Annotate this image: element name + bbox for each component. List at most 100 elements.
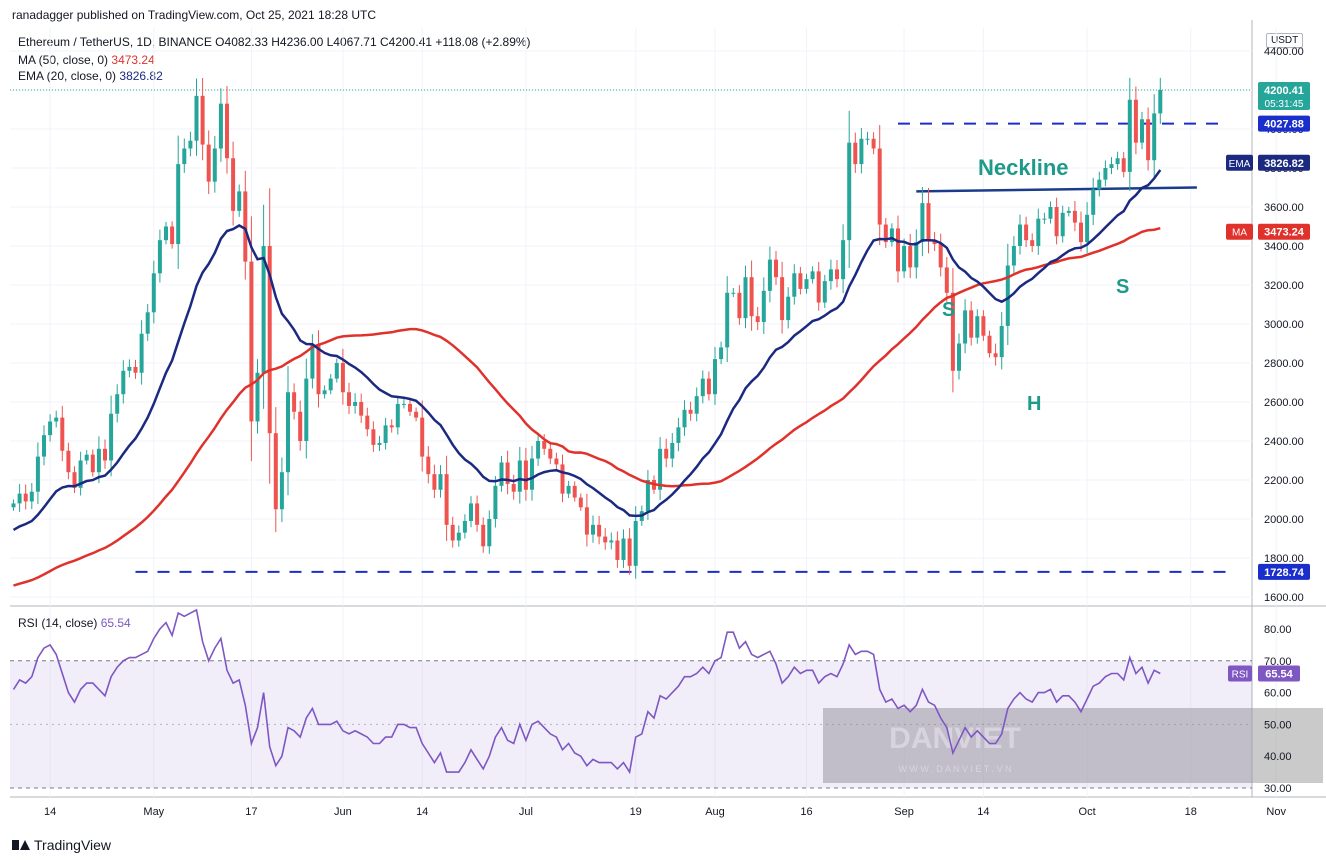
candle-body	[84, 454, 89, 461]
candle-body	[1127, 99, 1132, 172]
price-tick-label: 3400.00	[1264, 241, 1304, 253]
candle-body	[1018, 224, 1022, 246]
time-tick-label: 14	[416, 806, 428, 818]
candle-body	[218, 103, 223, 149]
candle-body	[243, 191, 248, 262]
candle-body	[658, 448, 663, 490]
candle-body	[828, 269, 833, 282]
publisher-line: ranadagger published on TradingView.com,…	[12, 8, 377, 22]
candle-body	[414, 411, 419, 418]
rsi-tick-label: 70.00	[1264, 656, 1292, 668]
candle-body	[29, 491, 34, 502]
candle-body	[383, 425, 388, 443]
last-price-tag: 4200.41	[1264, 85, 1304, 97]
candle-body	[615, 540, 620, 560]
rsi-value-tag-bg	[1258, 665, 1300, 682]
candle-body	[359, 402, 364, 416]
candle-body	[1140, 119, 1144, 143]
candle-body	[231, 158, 236, 211]
ema-20-line	[12, 169, 1162, 531]
last-price-tag-countdown: 05:31:45	[1265, 99, 1304, 110]
candle-body	[54, 417, 59, 422]
candle-body	[499, 462, 504, 486]
price-tick-label: 3000.00	[1264, 319, 1304, 331]
candle-body	[1024, 224, 1029, 241]
candle-body	[298, 411, 303, 441]
last-price-tag-bg	[1258, 82, 1310, 110]
candle-body	[944, 267, 949, 293]
candle-body	[389, 425, 394, 428]
candle-body	[493, 485, 498, 519]
candle-body	[103, 448, 107, 461]
candle-body	[17, 493, 22, 504]
candle-body	[566, 485, 571, 494]
candle-body	[731, 292, 736, 294]
symbol-legend[interactable]: Ethereum / TetherUS, 1D, BINANCE O4082.3…	[18, 35, 531, 49]
candle-body	[420, 417, 425, 457]
moving-average-lines	[12, 169, 1162, 587]
candle-body	[1030, 240, 1035, 246]
candle-body	[761, 290, 766, 323]
candle-body	[688, 409, 693, 414]
footer-brand[interactable]: TradingView	[12, 837, 111, 853]
candle-body	[877, 148, 882, 225]
candle-body	[896, 228, 900, 272]
candle-body	[597, 524, 602, 537]
candle-body	[11, 503, 16, 508]
candle-body	[1042, 218, 1047, 220]
ema-legend[interactable]: EMA (20, close, 0) 3826.82	[18, 69, 163, 83]
rsi-tick-label: 50.00	[1264, 719, 1292, 731]
support-tag-bg	[1258, 563, 1310, 580]
candle-body	[719, 347, 724, 360]
resistance-tag-bg	[1258, 115, 1310, 132]
candle-body	[755, 316, 760, 323]
candle-body	[462, 520, 467, 533]
candle-body	[609, 540, 614, 543]
candle-body	[353, 402, 358, 406]
price-tick-label: 3200.00	[1264, 280, 1304, 292]
candle-body	[1079, 222, 1083, 243]
candle-body	[511, 483, 516, 492]
ma-legend[interactable]: MA (50, close, 0) 3473.24	[18, 53, 155, 67]
ema-tag-bg	[1258, 154, 1310, 171]
price-tick-label: 2600.00	[1264, 397, 1304, 409]
candle-body	[999, 325, 1004, 358]
candle-body	[822, 281, 827, 303]
candle-body	[145, 312, 150, 334]
rsi-value-tag: 65.54	[1265, 669, 1293, 681]
candle-body	[957, 343, 961, 371]
candle-body	[749, 277, 754, 317]
candle-body	[200, 95, 205, 145]
candle-body	[23, 493, 28, 502]
candle-body	[1060, 212, 1065, 237]
candle-body	[798, 273, 803, 289]
candle-body	[456, 532, 461, 541]
candle-body	[969, 310, 974, 338]
candle-body	[865, 138, 870, 140]
candle-body	[578, 497, 583, 508]
time-tick-label: Jun	[334, 806, 352, 818]
ema-name-tag: EMA	[1229, 159, 1251, 170]
candle-body	[90, 454, 95, 473]
ma-tag-bg	[1258, 223, 1310, 240]
candle-body	[127, 366, 132, 371]
rsi-legend[interactable]: RSI (14, close) 65.54	[18, 616, 131, 630]
candle-body	[743, 277, 748, 319]
candle-body	[633, 520, 638, 566]
rsi-name-tag: RSI	[1232, 670, 1249, 681]
candle-body	[963, 310, 968, 344]
candle-body	[316, 345, 321, 395]
candle-body	[1152, 113, 1157, 161]
candle-body	[78, 460, 83, 488]
currency-button[interactable]: USDT	[1266, 33, 1304, 48]
price-tick-label: 3600.00	[1264, 202, 1304, 214]
candle-body	[841, 240, 846, 280]
candle-body	[987, 335, 992, 354]
candle-body	[560, 464, 565, 494]
price-tick-label: 2800.00	[1264, 358, 1304, 370]
candle-body	[859, 138, 864, 165]
candle-body	[481, 524, 486, 547]
candle-body	[889, 228, 894, 243]
